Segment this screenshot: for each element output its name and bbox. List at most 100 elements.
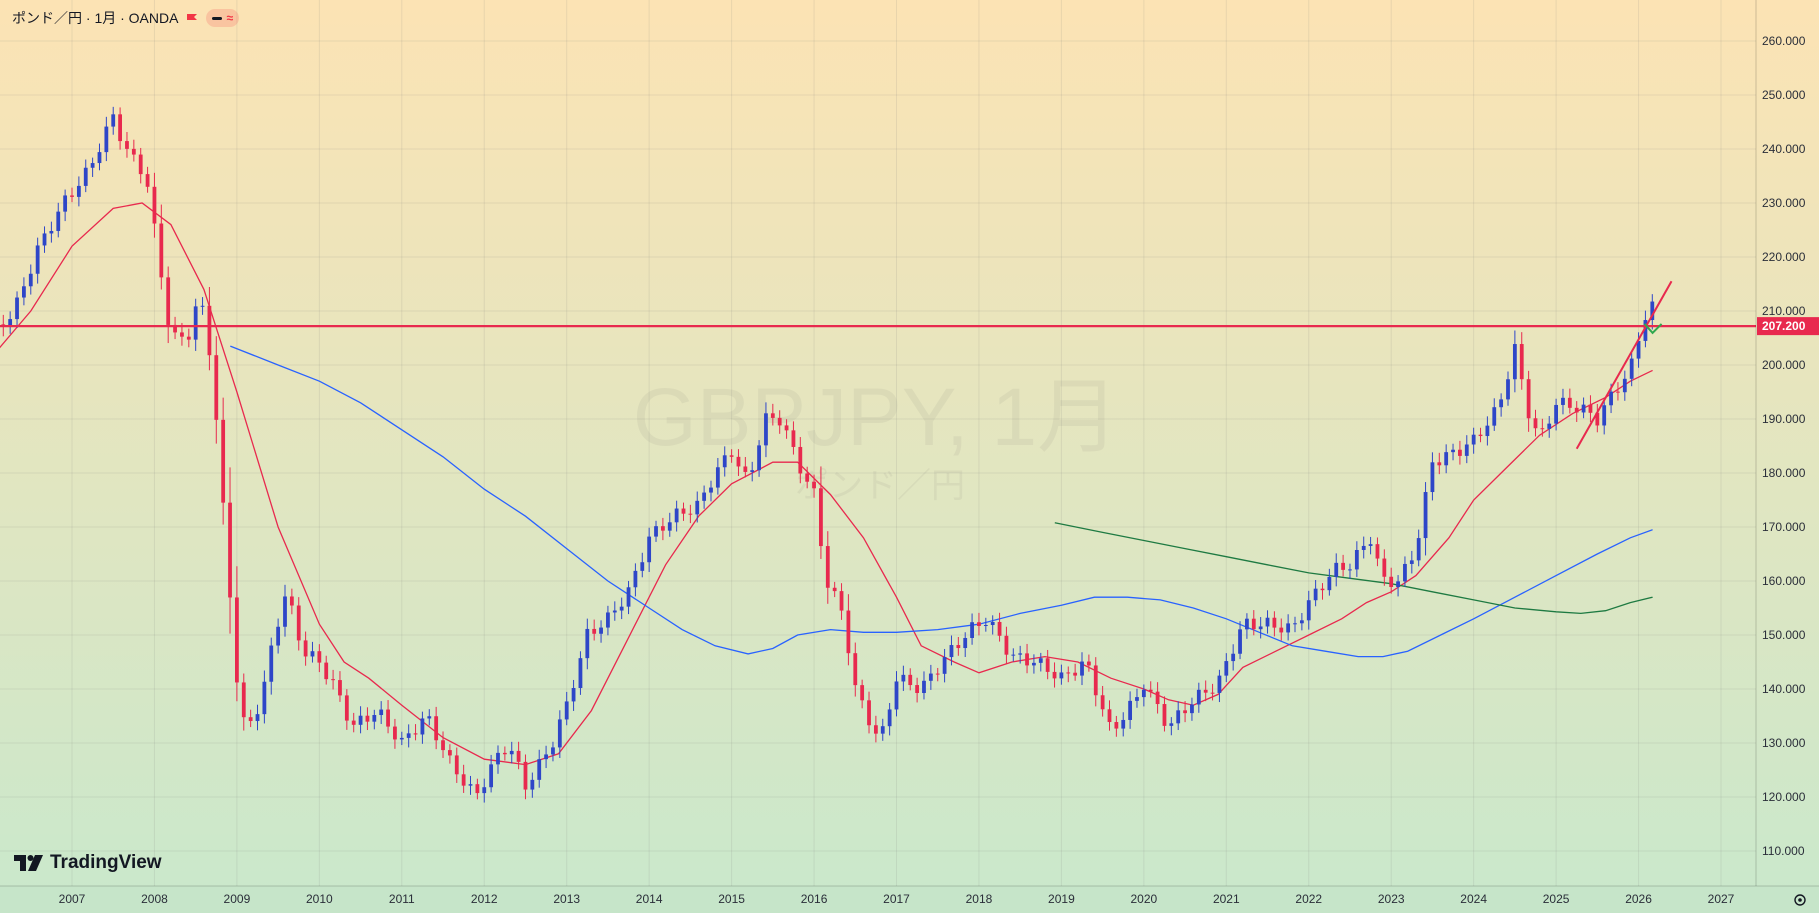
x-tick-label: 2026: [1625, 892, 1652, 906]
candle: [372, 709, 377, 730]
candle: [1196, 682, 1201, 713]
candle: [599, 620, 603, 643]
candle: [386, 700, 390, 734]
candle: [571, 679, 576, 711]
candle: [606, 605, 610, 636]
candle: [1100, 685, 1105, 717]
candle: [152, 172, 157, 238]
candles[interactable]: [0, 106, 1655, 803]
price-line-label: 207.200: [1762, 319, 1806, 333]
candle: [1135, 688, 1139, 708]
candle: [956, 637, 961, 656]
candle: [585, 618, 590, 670]
y-tick-label: 110.000: [1762, 844, 1805, 858]
tradingview-mark-icon: [14, 855, 43, 871]
y-tick-label: 260.000: [1762, 34, 1806, 48]
candle: [1512, 330, 1517, 393]
candle: [915, 677, 920, 703]
candle: [977, 612, 981, 636]
candle: [997, 612, 1002, 642]
candle: [235, 566, 239, 702]
candle: [873, 715, 878, 743]
candle: [1038, 652, 1043, 672]
settings-gear-icon[interactable]: [1791, 891, 1809, 909]
x-tick-label: 2020: [1130, 892, 1157, 906]
candle: [365, 707, 370, 731]
y-tick-label: 240.000: [1762, 142, 1806, 156]
candle: [1382, 549, 1387, 586]
candle: [660, 517, 665, 541]
candle: [1327, 568, 1332, 596]
candle: [901, 665, 906, 691]
time-axis-bar: [0, 886, 1819, 913]
candle: [1141, 684, 1146, 707]
candle: [880, 718, 885, 741]
candle: [35, 237, 40, 284]
tradingview-logo[interactable]: TradingView: [14, 852, 162, 874]
red-flag-icon[interactable]: [186, 12, 198, 24]
candle: [1403, 556, 1407, 587]
candle: [578, 651, 583, 695]
candle: [537, 749, 542, 788]
x-tick-label: 2023: [1378, 892, 1405, 906]
candle: [138, 147, 143, 184]
candle: [894, 671, 899, 717]
candle: [1203, 680, 1208, 702]
candle: [1231, 644, 1236, 671]
candle: [289, 588, 294, 615]
candle: [516, 741, 521, 770]
drawings[interactable]: [0, 280, 1756, 450]
candle: [825, 531, 830, 604]
candle: [489, 754, 494, 793]
candle: [970, 613, 974, 645]
candle: [764, 402, 768, 458]
indicator-pill[interactable]: ≈: [206, 9, 240, 27]
candle: [1554, 398, 1558, 431]
candle: [564, 691, 569, 726]
candle: [262, 670, 267, 724]
candle: [324, 655, 329, 685]
candle: [846, 594, 851, 666]
candle: [1086, 654, 1091, 672]
candle: [750, 461, 755, 482]
candle: [1650, 294, 1655, 330]
candle: [111, 106, 116, 135]
symbol-title[interactable]: ポンド／円 · 1月 · OANDA: [12, 10, 179, 26]
candle: [757, 440, 761, 477]
candle: [1073, 663, 1078, 681]
candle: [1258, 617, 1263, 639]
candle: [502, 746, 507, 761]
candle: [1595, 404, 1600, 433]
price-line-badge: [1757, 317, 1819, 336]
candle: [1121, 712, 1126, 737]
candle: [688, 504, 693, 524]
candle: [118, 107, 122, 150]
candle: [1320, 583, 1325, 600]
candle: [1485, 416, 1490, 446]
trendline[interactable]: [1575, 280, 1673, 450]
candle: [736, 449, 741, 476]
y-tick-label: 230.000: [1762, 196, 1806, 210]
candle: [805, 466, 810, 489]
candle: [49, 221, 54, 243]
candle: [1080, 652, 1084, 686]
candle: [1224, 653, 1229, 683]
candle: [1066, 666, 1071, 683]
y-tick-label: 150.000: [1762, 628, 1806, 642]
candle: [1334, 553, 1339, 587]
candle: [949, 635, 954, 666]
candle: [283, 584, 287, 637]
candle: [1526, 370, 1531, 432]
candle: [1293, 616, 1297, 633]
check-marker-icon[interactable]: [1643, 323, 1663, 335]
candle: [1025, 643, 1029, 674]
x-tick-label: 2024: [1460, 892, 1487, 906]
candle: [887, 703, 892, 736]
candle: [269, 637, 274, 695]
candle: [722, 446, 727, 477]
candle: [248, 709, 253, 728]
candle: [104, 116, 109, 162]
candle: [427, 709, 432, 726]
